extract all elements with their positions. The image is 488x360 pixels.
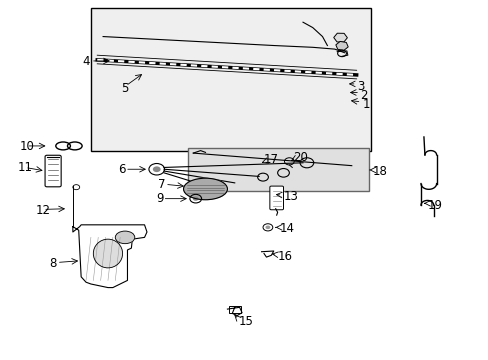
Text: 7: 7	[158, 178, 165, 191]
Text: 17: 17	[264, 153, 279, 166]
Ellipse shape	[93, 239, 122, 268]
Text: 19: 19	[427, 199, 442, 212]
Bar	[228, 306, 241, 314]
Circle shape	[265, 226, 270, 229]
Bar	[188, 148, 368, 191]
Ellipse shape	[183, 178, 227, 200]
Text: 16: 16	[277, 249, 292, 262]
Text: 14: 14	[279, 222, 294, 235]
Text: 6: 6	[118, 163, 125, 176]
Text: 5: 5	[122, 82, 129, 95]
Text: 10: 10	[19, 140, 34, 153]
Text: 3: 3	[357, 80, 364, 93]
Text: 11: 11	[18, 161, 33, 174]
Text: 20: 20	[293, 151, 307, 164]
Text: 1: 1	[362, 98, 369, 111]
Ellipse shape	[115, 231, 135, 244]
Text: 9: 9	[157, 192, 164, 205]
Polygon shape	[73, 225, 147, 288]
Text: 8: 8	[49, 257, 57, 270]
Text: 15: 15	[238, 315, 253, 328]
FancyBboxPatch shape	[45, 155, 61, 187]
Text: 13: 13	[283, 190, 298, 203]
Text: 2: 2	[360, 89, 367, 102]
Text: 18: 18	[371, 165, 386, 177]
Text: 12: 12	[36, 204, 51, 217]
Bar	[91, 8, 370, 151]
Circle shape	[153, 166, 160, 172]
FancyBboxPatch shape	[269, 186, 283, 210]
Text: 4: 4	[82, 55, 90, 68]
Circle shape	[192, 197, 198, 201]
